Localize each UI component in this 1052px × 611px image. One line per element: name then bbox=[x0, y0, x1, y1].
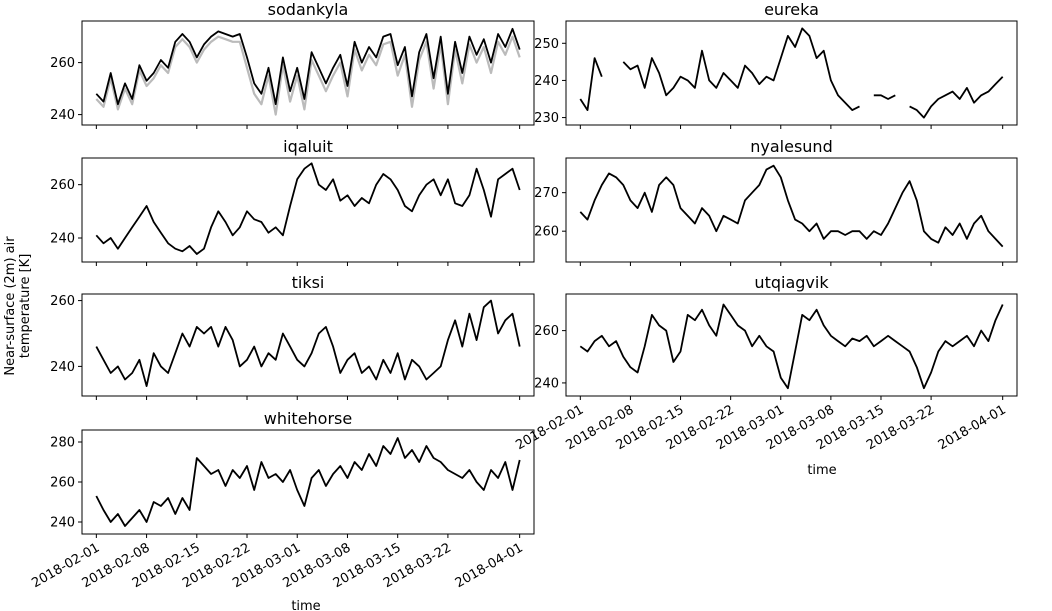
ytick-label-whitehorse-260: 260 bbox=[50, 476, 75, 491]
figure-ylabel-line-1: Near-surface (2m) air bbox=[3, 236, 18, 376]
series-line-sodankyla-0 bbox=[95, 27, 521, 106]
ytick-label-nyalesund-270: 270 bbox=[534, 186, 559, 201]
ytick-label-tiksi-240: 240 bbox=[50, 360, 75, 375]
panel-title-sodankyla: sodankyla bbox=[268, 0, 349, 19]
panel-frame-tiksi bbox=[81, 293, 535, 397]
panel-frame-eureka bbox=[565, 20, 1018, 126]
ytick-label-utqiagvik-260: 260 bbox=[534, 324, 559, 339]
series-line-tiksi-0 bbox=[95, 299, 521, 387]
series-line-utqiagvik-0 bbox=[579, 303, 1004, 390]
ytick-label-nyalesund-260: 260 bbox=[534, 225, 559, 240]
ytick-label-whitehorse-240: 240 bbox=[50, 516, 75, 531]
ytick-label-iqaluit-240: 240 bbox=[50, 232, 75, 247]
panel-frame-nyalesund bbox=[565, 157, 1018, 263]
xlabel-left: time bbox=[291, 599, 320, 611]
ytick-label-eureka-250: 250 bbox=[534, 37, 559, 52]
panel-title-iqaluit: iqaluit bbox=[283, 137, 333, 156]
ytick-label-whitehorse-280: 280 bbox=[50, 436, 75, 451]
ytick-label-eureka-240: 240 bbox=[534, 74, 559, 89]
panel-title-utqiagvik: utqiagvik bbox=[754, 273, 829, 292]
xlabel-right: time bbox=[807, 463, 836, 478]
xtick-label-utqiagvik-2018-04-01: 2018-04-01 bbox=[936, 402, 1009, 453]
series-line-whitehorse-0 bbox=[95, 437, 521, 527]
panel-frame-iqaluit bbox=[81, 157, 535, 263]
ytick-label-sodankyla-260: 260 bbox=[50, 56, 75, 71]
ytick-label-utqiagvik-240: 240 bbox=[534, 376, 559, 391]
ytick-label-eureka-230: 230 bbox=[534, 111, 559, 126]
panel-frame-whitehorse bbox=[81, 429, 535, 535]
series-line-iqaluit-0 bbox=[95, 162, 521, 255]
panel-title-eureka: eureka bbox=[764, 0, 819, 19]
series-line-sodankyla-1 bbox=[95, 35, 521, 116]
panel-title-nyalesund: nyalesund bbox=[750, 137, 832, 156]
ytick-label-sodankyla-240: 240 bbox=[50, 108, 75, 123]
series-line-eureka-0 bbox=[579, 27, 1004, 119]
panel-title-tiksi: tiksi bbox=[292, 273, 325, 292]
series-line-nyalesund-0 bbox=[579, 164, 1004, 248]
panel-frame-utqiagvik bbox=[565, 293, 1018, 397]
figure-ylabel-line-2: temperature [K] bbox=[18, 254, 33, 359]
ytick-label-iqaluit-260: 260 bbox=[50, 178, 75, 193]
xtick-label-whitehorse-2018-04-01: 2018-04-01 bbox=[453, 540, 526, 591]
ytick-label-tiksi-260: 260 bbox=[50, 294, 75, 309]
panel-title-whitehorse: whitehorse bbox=[264, 409, 352, 428]
panel-frame-sodankyla bbox=[81, 20, 535, 126]
